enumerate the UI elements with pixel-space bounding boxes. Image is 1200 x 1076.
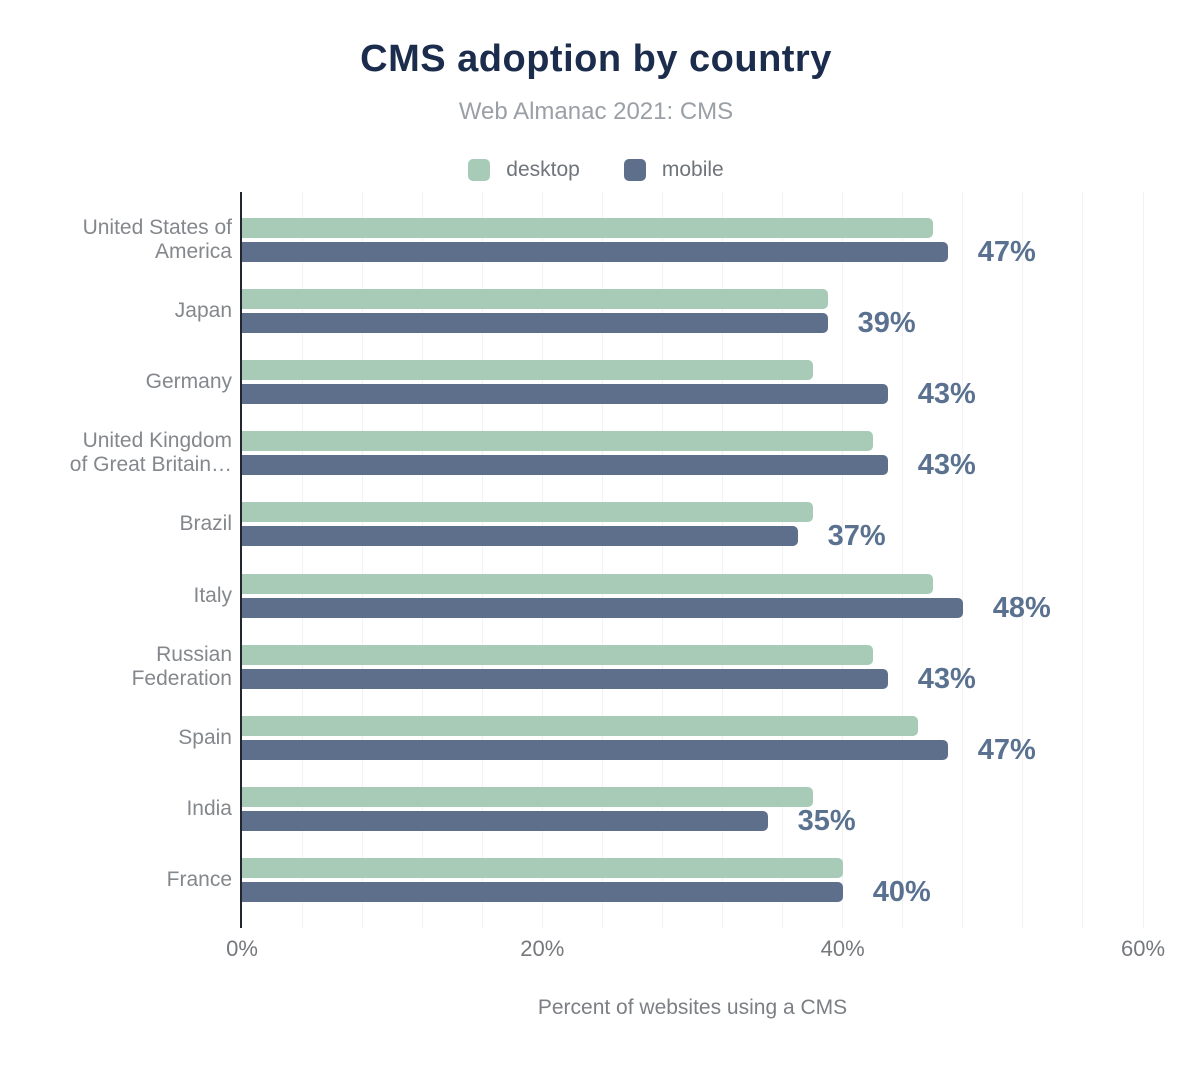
value-label: 43%: [917, 662, 976, 695]
gridline: [541, 192, 543, 928]
gridline: [1082, 192, 1084, 928]
chart-title: CMS adoption by country: [360, 38, 832, 80]
mobile-bar: [242, 455, 888, 476]
desktop-bar: [242, 573, 933, 594]
value-label: 35%: [797, 804, 856, 837]
gridline: [601, 192, 603, 928]
country-label: Russian Federation: [131, 642, 232, 690]
gridline: [782, 192, 784, 928]
mobile-bar: [242, 384, 888, 405]
value-label: 47%: [977, 733, 1036, 766]
gridline: [1142, 192, 1144, 928]
desktop-bar: [242, 857, 843, 878]
country-label: Germany: [145, 370, 232, 394]
mobile-bar: [242, 810, 768, 831]
gridline: [1022, 192, 1024, 928]
y-axis-line: [240, 192, 242, 928]
desktop-swatch-icon: [468, 159, 491, 181]
country-label: United Kingdom of Great Britain…: [69, 429, 232, 477]
value-label: 39%: [857, 307, 916, 340]
legend: desktop mobile: [0, 158, 1192, 182]
country-label: Spain: [178, 725, 232, 749]
mobile-bar: [242, 313, 828, 334]
country-label: Brazil: [179, 512, 232, 536]
country-label: Italy: [193, 583, 232, 607]
mobile-swatch-icon: [623, 159, 646, 181]
value-label: 40%: [872, 875, 931, 908]
desktop-bar: [242, 502, 813, 523]
gridline: [421, 192, 423, 928]
x-tick-label: 60%: [1120, 936, 1166, 961]
mobile-bar: [242, 668, 888, 689]
chart-subtitle: Web Almanac 2021: CMS: [458, 98, 734, 125]
mobile-bar: [242, 881, 843, 902]
country-label: United States of America: [82, 216, 232, 263]
desktop-bar: [242, 431, 873, 452]
legend-item-mobile: mobile: [623, 158, 724, 182]
legend-item-desktop: desktop: [468, 158, 580, 182]
desktop-bar: [242, 218, 933, 238]
x-tick-label: 0%: [226, 936, 258, 961]
desktop-bar: [242, 289, 828, 310]
x-axis-title: Percent of websites using a CMS: [537, 996, 848, 1019]
value-label: 43%: [917, 449, 976, 482]
mobile-bar: [242, 597, 963, 618]
gridline: [842, 192, 844, 928]
gridline: [301, 192, 303, 928]
value-label: 43%: [917, 378, 976, 411]
desktop-bar: [242, 644, 873, 665]
desktop-bar: [242, 786, 813, 807]
legend-label-desktop: desktop: [506, 158, 580, 181]
value-label: 37%: [827, 520, 886, 553]
mobile-bar: [242, 739, 948, 760]
x-tick-label: 20%: [520, 936, 565, 961]
gridline: [662, 192, 663, 928]
country-label: France: [166, 867, 232, 891]
gridline: [481, 192, 483, 928]
value-label: 47%: [977, 236, 1036, 268]
gridline: [962, 192, 964, 928]
gridline: [902, 192, 904, 928]
value-label: 48%: [992, 591, 1051, 624]
country-label: India: [186, 796, 232, 820]
x-tick-label: 40%: [820, 936, 865, 961]
mobile-bar: [242, 526, 798, 547]
gridline: [361, 192, 363, 928]
desktop-bar: [242, 715, 918, 736]
gridline: [722, 192, 723, 928]
mobile-bar: [242, 242, 948, 262]
legend-label-mobile: mobile: [661, 158, 724, 181]
country-label: Japan: [174, 299, 232, 323]
desktop-bar: [242, 360, 813, 381]
